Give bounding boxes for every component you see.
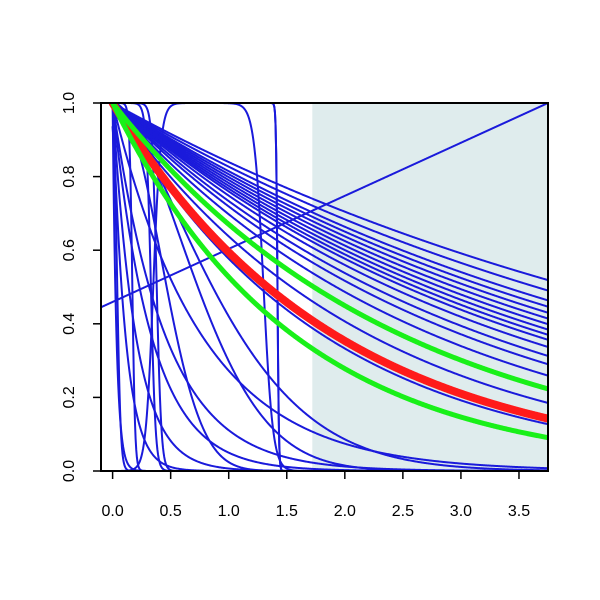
x-tick-label: 0.5 xyxy=(160,503,182,520)
x-tick-label: 2.5 xyxy=(392,503,414,520)
x-tick-label: 3.5 xyxy=(508,503,530,520)
highlight-series-layer xyxy=(108,103,548,441)
blue-series-layer xyxy=(101,103,548,471)
blue-series-line-8 xyxy=(111,103,548,320)
blue-series-line-12 xyxy=(111,103,548,341)
x-tick-label: 1.5 xyxy=(276,503,298,520)
blue-series-line-9 xyxy=(111,103,548,326)
blue-series-line-27 xyxy=(111,103,548,471)
x-tick-label: 3.0 xyxy=(450,503,472,520)
blue-series-line-16 xyxy=(111,103,548,377)
y-axis: 0.0 0.2 0.4 0.6 0.8 1.0 xyxy=(61,92,101,482)
y-tick-label: 0.0 xyxy=(61,460,78,482)
blue-series-line-10 xyxy=(111,103,548,331)
blue-series-line-35 xyxy=(101,103,548,309)
blue-series-line-7 xyxy=(111,103,548,314)
y-tick-label: 0.4 xyxy=(61,313,78,335)
blue-series-line-14 xyxy=(111,103,548,357)
blue-series-line-6 xyxy=(111,103,548,308)
y-tick-label: 0.6 xyxy=(61,239,78,261)
red-series-line-0 xyxy=(108,103,548,423)
y-tick-label: 1.0 xyxy=(61,92,78,114)
y-tick-label: 0.8 xyxy=(61,165,78,187)
blue-series-line-5 xyxy=(111,103,548,302)
y-tick-label: 0.2 xyxy=(61,386,78,408)
x-axis: 0.0 0.5 1.0 1.5 2.0 2.5 3.0 3.5 xyxy=(101,471,530,520)
blue-series-line-13 xyxy=(111,103,548,348)
plot-frame xyxy=(100,102,549,472)
blue-series-line-23 xyxy=(111,103,548,471)
x-tick-label: 1.0 xyxy=(218,503,240,520)
x-tick-label: 0.0 xyxy=(101,503,123,520)
blue-series-line-15 xyxy=(111,103,548,366)
blue-series-line-17 xyxy=(111,103,548,404)
blue-series-line-19 xyxy=(111,103,548,470)
blue-series-line-11 xyxy=(111,103,548,336)
blue-series-line-25 xyxy=(111,103,548,471)
blue-series-line-3 xyxy=(111,103,548,282)
green-series-line-2 xyxy=(110,103,548,441)
green-series-line-1 xyxy=(110,103,548,392)
x-tick-label: 2.0 xyxy=(334,503,356,520)
blue-series-line-4 xyxy=(111,103,548,292)
